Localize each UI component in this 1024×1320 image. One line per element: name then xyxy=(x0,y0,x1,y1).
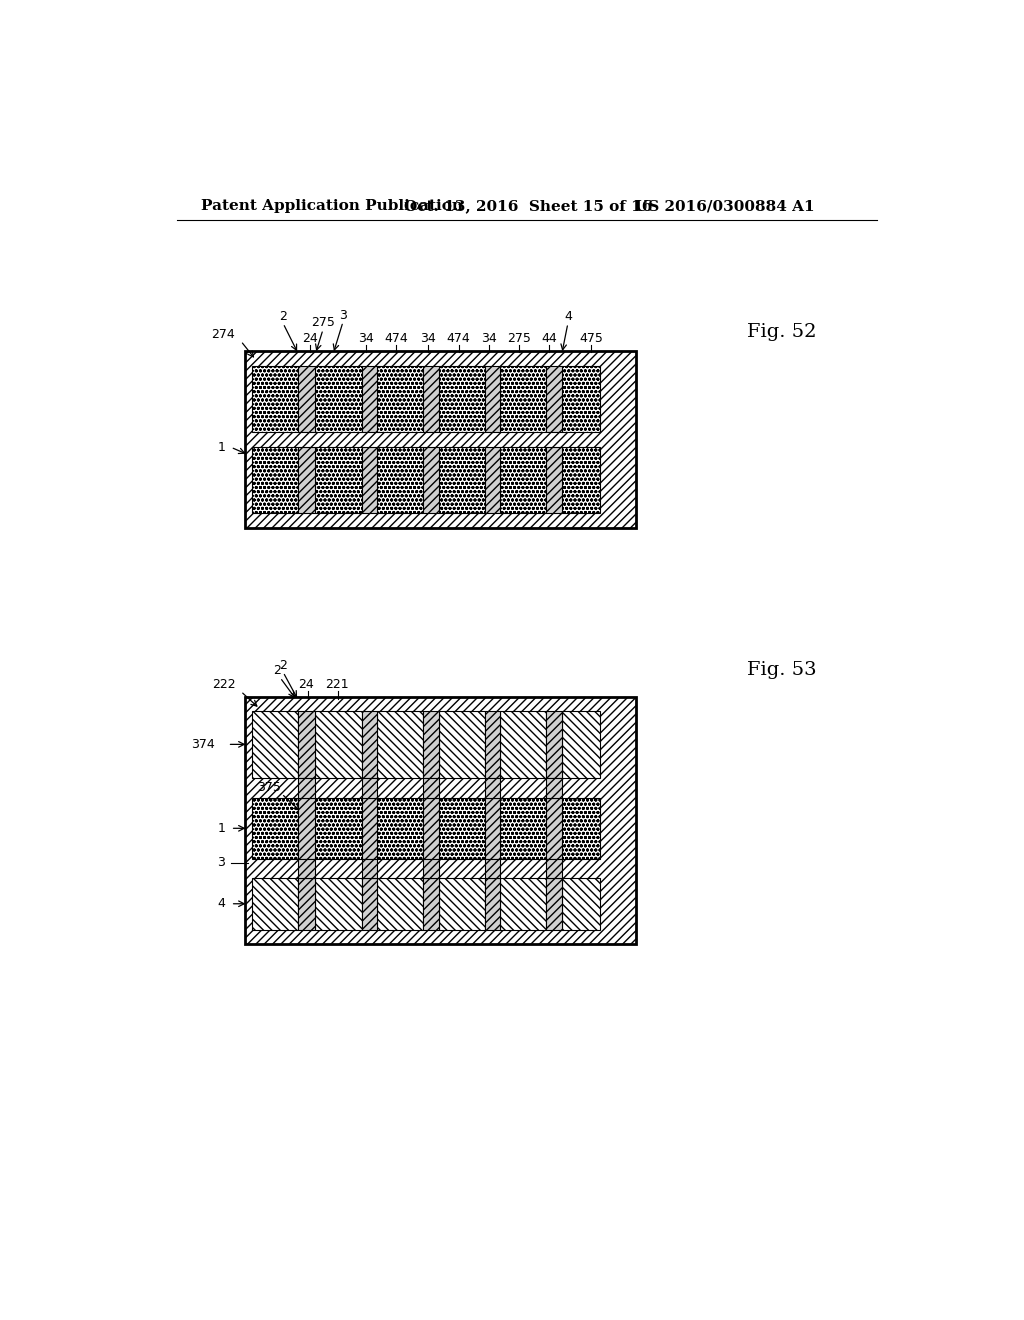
Bar xyxy=(377,797,423,859)
Bar xyxy=(361,878,377,929)
Bar xyxy=(547,447,562,512)
Bar xyxy=(423,797,438,859)
Bar xyxy=(484,366,500,432)
Text: 44: 44 xyxy=(542,331,557,345)
Bar xyxy=(315,366,361,432)
Bar xyxy=(547,878,562,929)
Bar xyxy=(361,447,377,512)
Bar xyxy=(423,859,438,878)
Bar xyxy=(438,711,484,779)
Bar xyxy=(298,797,315,859)
Bar xyxy=(547,366,562,432)
Text: US 2016/0300884 A1: US 2016/0300884 A1 xyxy=(635,199,814,213)
Text: 3: 3 xyxy=(339,309,347,322)
Bar xyxy=(315,797,361,859)
Bar xyxy=(423,366,438,432)
Text: 274: 274 xyxy=(212,327,236,341)
Bar xyxy=(298,711,315,779)
Bar xyxy=(500,711,547,779)
Bar xyxy=(315,711,361,779)
Text: 474: 474 xyxy=(446,331,470,345)
Bar xyxy=(547,779,562,797)
Bar xyxy=(252,711,298,779)
Text: 474: 474 xyxy=(384,331,409,345)
Text: Oct. 13, 2016  Sheet 15 of 16: Oct. 13, 2016 Sheet 15 of 16 xyxy=(403,199,652,213)
Bar xyxy=(361,779,377,797)
Bar xyxy=(438,797,484,859)
Bar xyxy=(562,366,600,432)
Text: 275: 275 xyxy=(508,331,531,345)
Bar xyxy=(500,366,547,432)
Bar xyxy=(438,447,484,512)
Text: 2: 2 xyxy=(273,664,281,677)
Text: Fig. 53: Fig. 53 xyxy=(746,661,816,680)
Bar xyxy=(252,366,298,432)
Bar xyxy=(500,878,547,929)
Text: 34: 34 xyxy=(358,331,374,345)
Bar xyxy=(484,711,500,779)
Bar xyxy=(484,779,500,797)
Bar xyxy=(562,797,600,859)
Bar xyxy=(423,878,438,929)
Bar xyxy=(377,366,423,432)
Bar xyxy=(245,351,636,528)
Bar xyxy=(377,711,423,779)
Text: Fig. 52: Fig. 52 xyxy=(746,322,816,341)
Bar xyxy=(562,711,600,779)
Bar xyxy=(361,366,377,432)
Bar xyxy=(315,878,361,929)
Bar xyxy=(298,447,315,512)
Bar xyxy=(361,859,377,878)
Bar xyxy=(298,779,315,797)
Bar xyxy=(484,447,500,512)
Text: 2: 2 xyxy=(280,659,287,672)
Bar xyxy=(245,697,636,944)
Text: 2: 2 xyxy=(280,310,287,323)
Text: 475: 475 xyxy=(580,331,603,345)
Bar xyxy=(298,878,315,929)
Text: 3: 3 xyxy=(217,857,225,870)
Text: 4: 4 xyxy=(217,898,225,911)
Bar xyxy=(438,366,484,432)
Bar xyxy=(547,859,562,878)
Bar xyxy=(500,447,547,512)
Bar xyxy=(547,797,562,859)
Text: 34: 34 xyxy=(420,331,435,345)
Bar xyxy=(361,711,377,779)
Bar xyxy=(315,447,361,512)
Bar xyxy=(484,797,500,859)
Bar xyxy=(500,797,547,859)
Text: Patent Application Publication: Patent Application Publication xyxy=(202,199,464,213)
Text: 1: 1 xyxy=(217,822,225,834)
Text: 4: 4 xyxy=(564,310,571,323)
Text: 1: 1 xyxy=(217,441,225,454)
Bar xyxy=(562,878,600,929)
Text: 275: 275 xyxy=(311,317,335,330)
Bar xyxy=(423,779,438,797)
Text: 34: 34 xyxy=(481,331,498,345)
Bar xyxy=(562,447,600,512)
Bar xyxy=(377,447,423,512)
Bar xyxy=(252,447,298,512)
Text: 374: 374 xyxy=(191,738,215,751)
Bar xyxy=(252,878,298,929)
Bar xyxy=(484,878,500,929)
Text: 24: 24 xyxy=(298,678,314,692)
Text: 375: 375 xyxy=(257,780,282,793)
Bar xyxy=(423,711,438,779)
Bar xyxy=(484,859,500,878)
Bar xyxy=(298,366,315,432)
Text: 24: 24 xyxy=(302,331,317,345)
Bar xyxy=(438,878,484,929)
Bar xyxy=(423,447,438,512)
Bar xyxy=(361,797,377,859)
Text: 221: 221 xyxy=(325,678,349,692)
Bar xyxy=(377,878,423,929)
Text: 222: 222 xyxy=(212,678,236,692)
Bar xyxy=(547,711,562,779)
Bar xyxy=(298,859,315,878)
Bar xyxy=(252,797,298,859)
